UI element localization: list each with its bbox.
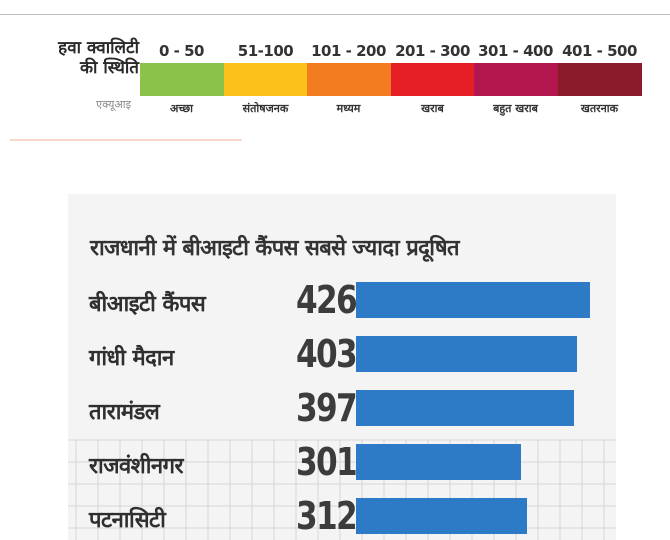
aqi-color-swatch-0 <box>140 63 224 96</box>
chart-panel: राजधानी में बीआइटी कैंपस सबसे ज्यादा प्र… <box>68 194 616 540</box>
category-label: बीआइटी कैंपस <box>89 292 206 317</box>
aqi-color-swatch-3 <box>391 63 475 96</box>
top-divider <box>0 14 670 15</box>
aqi-title-line2: की स्थिति <box>79 58 139 78</box>
chart-title: राजधानी में बीआइटी कैंपस सबसे ज्यादा प्र… <box>90 236 460 261</box>
aqi-title-line1: हवा क्वालिटी <box>58 38 139 58</box>
aqi-category-1: संतोषजनक <box>242 102 289 115</box>
aqi-range-1: 51-100 <box>237 42 294 60</box>
bar <box>356 498 527 534</box>
aqi-category-2: मध्यम <box>336 102 361 115</box>
category-label: गांधी मैदान <box>89 346 174 371</box>
aqi-range-5: 401 - 500 <box>562 42 637 60</box>
aqi-category-3: खराब <box>421 102 444 115</box>
category-label: राजवंशीनगर <box>89 454 184 479</box>
value-label: 397 <box>295 386 358 430</box>
aqi-range-4: 301 - 400 <box>478 42 553 60</box>
category-label: पटनासिटी <box>89 508 166 533</box>
aqi-category-5: खतरनाक <box>580 102 619 115</box>
aqi-category-0: अच्छा <box>169 102 193 115</box>
aqi-range-2: 101 - 200 <box>311 42 386 60</box>
aqi-legend-title: हवा क्वालिटी की स्थिति <box>58 38 139 78</box>
aqi-category-4: बहुत खराब <box>493 102 538 115</box>
bar <box>356 336 577 372</box>
accent-line <box>10 139 242 141</box>
value-label: 403 <box>295 332 358 376</box>
value-label: 426 <box>295 278 358 322</box>
grid-background <box>68 439 616 540</box>
aqi-color-swatch-2 <box>307 63 391 96</box>
aqi-range-3: 201 - 300 <box>395 42 470 60</box>
value-label: 312 <box>295 494 358 538</box>
aqi-legend: हवा क्वालिटी की स्थिति एक्यूआइ 0 - 50 अच्… <box>0 38 670 128</box>
value-label: 301 <box>295 440 358 484</box>
category-label: तारामंडल <box>89 400 160 425</box>
aqi-color-swatch-5 <box>558 63 642 96</box>
aqi-color-swatch-1 <box>224 63 308 96</box>
aqi-range-0: 0 - 50 <box>159 42 204 60</box>
bar <box>356 390 574 426</box>
aqi-color-swatch-4 <box>474 63 558 96</box>
bar <box>356 282 590 318</box>
bar <box>356 444 521 480</box>
aqi-subtitle: एक्यूआइ <box>96 98 131 111</box>
